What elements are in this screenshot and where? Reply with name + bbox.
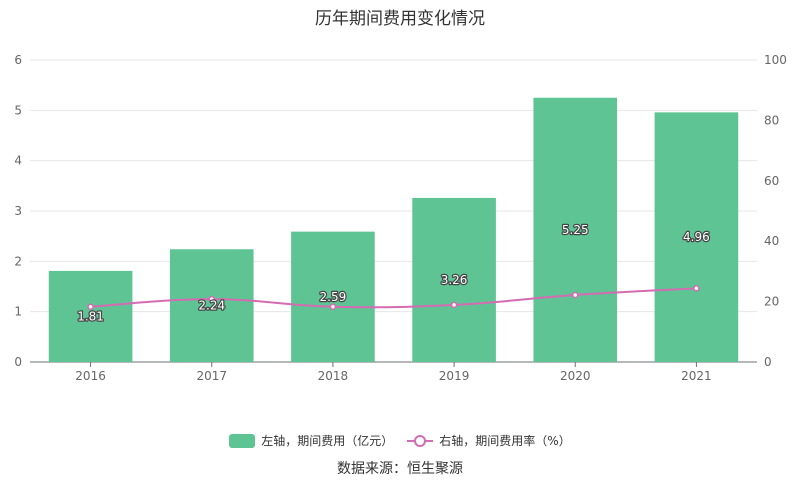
y-right-tick-label: 60 — [764, 174, 779, 188]
y-left-tick-label: 0 — [14, 355, 22, 369]
bar — [654, 112, 739, 362]
y-left-tick-label: 4 — [14, 154, 22, 168]
x-tick-label: 2021 — [681, 369, 712, 383]
bar-series — [48, 97, 739, 362]
x-tick-label: 2018 — [318, 369, 349, 383]
legend-bar-label: 左轴，期间费用（亿元） — [261, 434, 394, 448]
bar-data-label: 2.24 — [198, 299, 225, 313]
line-series-path — [90, 287, 697, 309]
legend-line-label: 右轴，期间费用率（%） — [439, 434, 571, 448]
y-left-tick-label: 1 — [14, 305, 22, 319]
line-series — [87, 285, 700, 310]
legend-bar-swatch-icon — [229, 433, 256, 448]
legend: 左轴，期间费用（亿元） 右轴，期间费用率（%） — [0, 432, 800, 449]
line-point — [87, 303, 94, 310]
chart-title: 历年期间费用变化情况 — [315, 9, 485, 29]
y-left-tick-label: 5 — [14, 103, 22, 117]
legend-item-bar[interactable]: 左轴，期间费用（亿元） — [229, 432, 393, 449]
bar — [412, 197, 496, 362]
bar-data-label: 3.26 — [441, 273, 468, 287]
y-left-tick-label: 2 — [14, 254, 22, 268]
x-tick-label: 2019 — [439, 369, 470, 383]
bar-data-label: 1.81 — [77, 309, 104, 323]
bar — [48, 270, 133, 362]
y-left-tick-label: 6 — [14, 53, 22, 67]
y-right-tick-label: 20 — [764, 295, 779, 309]
line-point — [208, 295, 215, 303]
y-right-tick-label: 80 — [764, 113, 779, 127]
bar — [533, 97, 618, 362]
x-tick-label: 2020 — [560, 369, 591, 383]
bar-data-label: 4.96 — [683, 230, 710, 244]
y-left-tick-label: 3 — [14, 204, 22, 218]
line-point — [693, 285, 700, 292]
y-right-tick-label: 0 — [764, 355, 772, 369]
bar — [169, 249, 254, 362]
line-point — [329, 303, 337, 310]
source-note: 数据来源：恒生聚源 — [337, 461, 463, 477]
y-right-tick-label: 40 — [764, 234, 779, 248]
data-labels: 1.81 2.24 2.59 3.26 5.25 4.96 — [76, 222, 711, 325]
gridlines — [30, 59, 757, 313]
y-right-tick-label: 100 — [764, 53, 787, 67]
legend-line-swatch-icon — [407, 434, 434, 447]
x-tick-label: 2017 — [196, 369, 227, 383]
bar — [291, 231, 375, 362]
line-point — [572, 291, 579, 299]
bar-data-label: 2.59 — [320, 290, 347, 304]
x-tick-label: 2016 — [75, 369, 106, 383]
line-point — [450, 301, 458, 309]
legend-item-line[interactable]: 右轴，期间费用率（%） — [407, 432, 571, 449]
bar-data-label: 5.25 — [562, 223, 589, 237]
